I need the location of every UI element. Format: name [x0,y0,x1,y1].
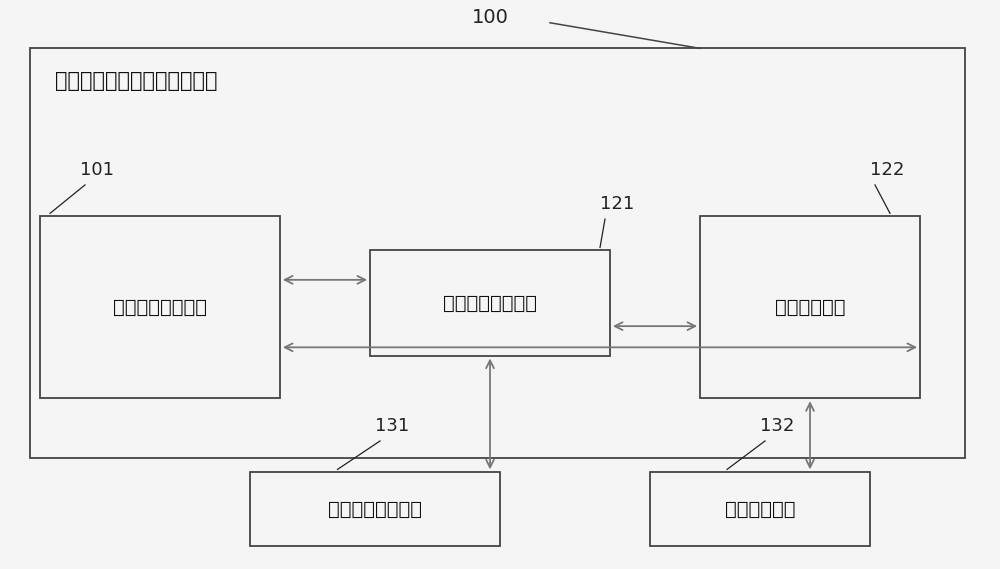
Text: 流量监控设备: 流量监控设备 [725,500,795,519]
Text: 拓扑绘制核心模块: 拓扑绘制核心模块 [113,298,207,317]
Text: 设备状态监控设备: 设备状态监控设备 [328,500,422,519]
Text: 网络监控数据的显示控制系统: 网络监控数据的显示控制系统 [55,71,218,91]
Bar [700,216,920,398]
Bar [650,472,870,546]
Bar [370,250,610,356]
Text: 流量插件模块: 流量插件模块 [775,298,845,317]
Text: 121: 121 [600,195,634,213]
Text: 设备告警插件模块: 设备告警插件模块 [443,294,537,312]
Text: 122: 122 [870,161,904,179]
Text: 101: 101 [80,161,114,179]
Text: 131: 131 [375,417,409,435]
Text: 100: 100 [472,7,508,27]
Bar [250,472,500,546]
Bar [30,48,965,458]
Text: 132: 132 [760,417,794,435]
Bar [40,216,280,398]
